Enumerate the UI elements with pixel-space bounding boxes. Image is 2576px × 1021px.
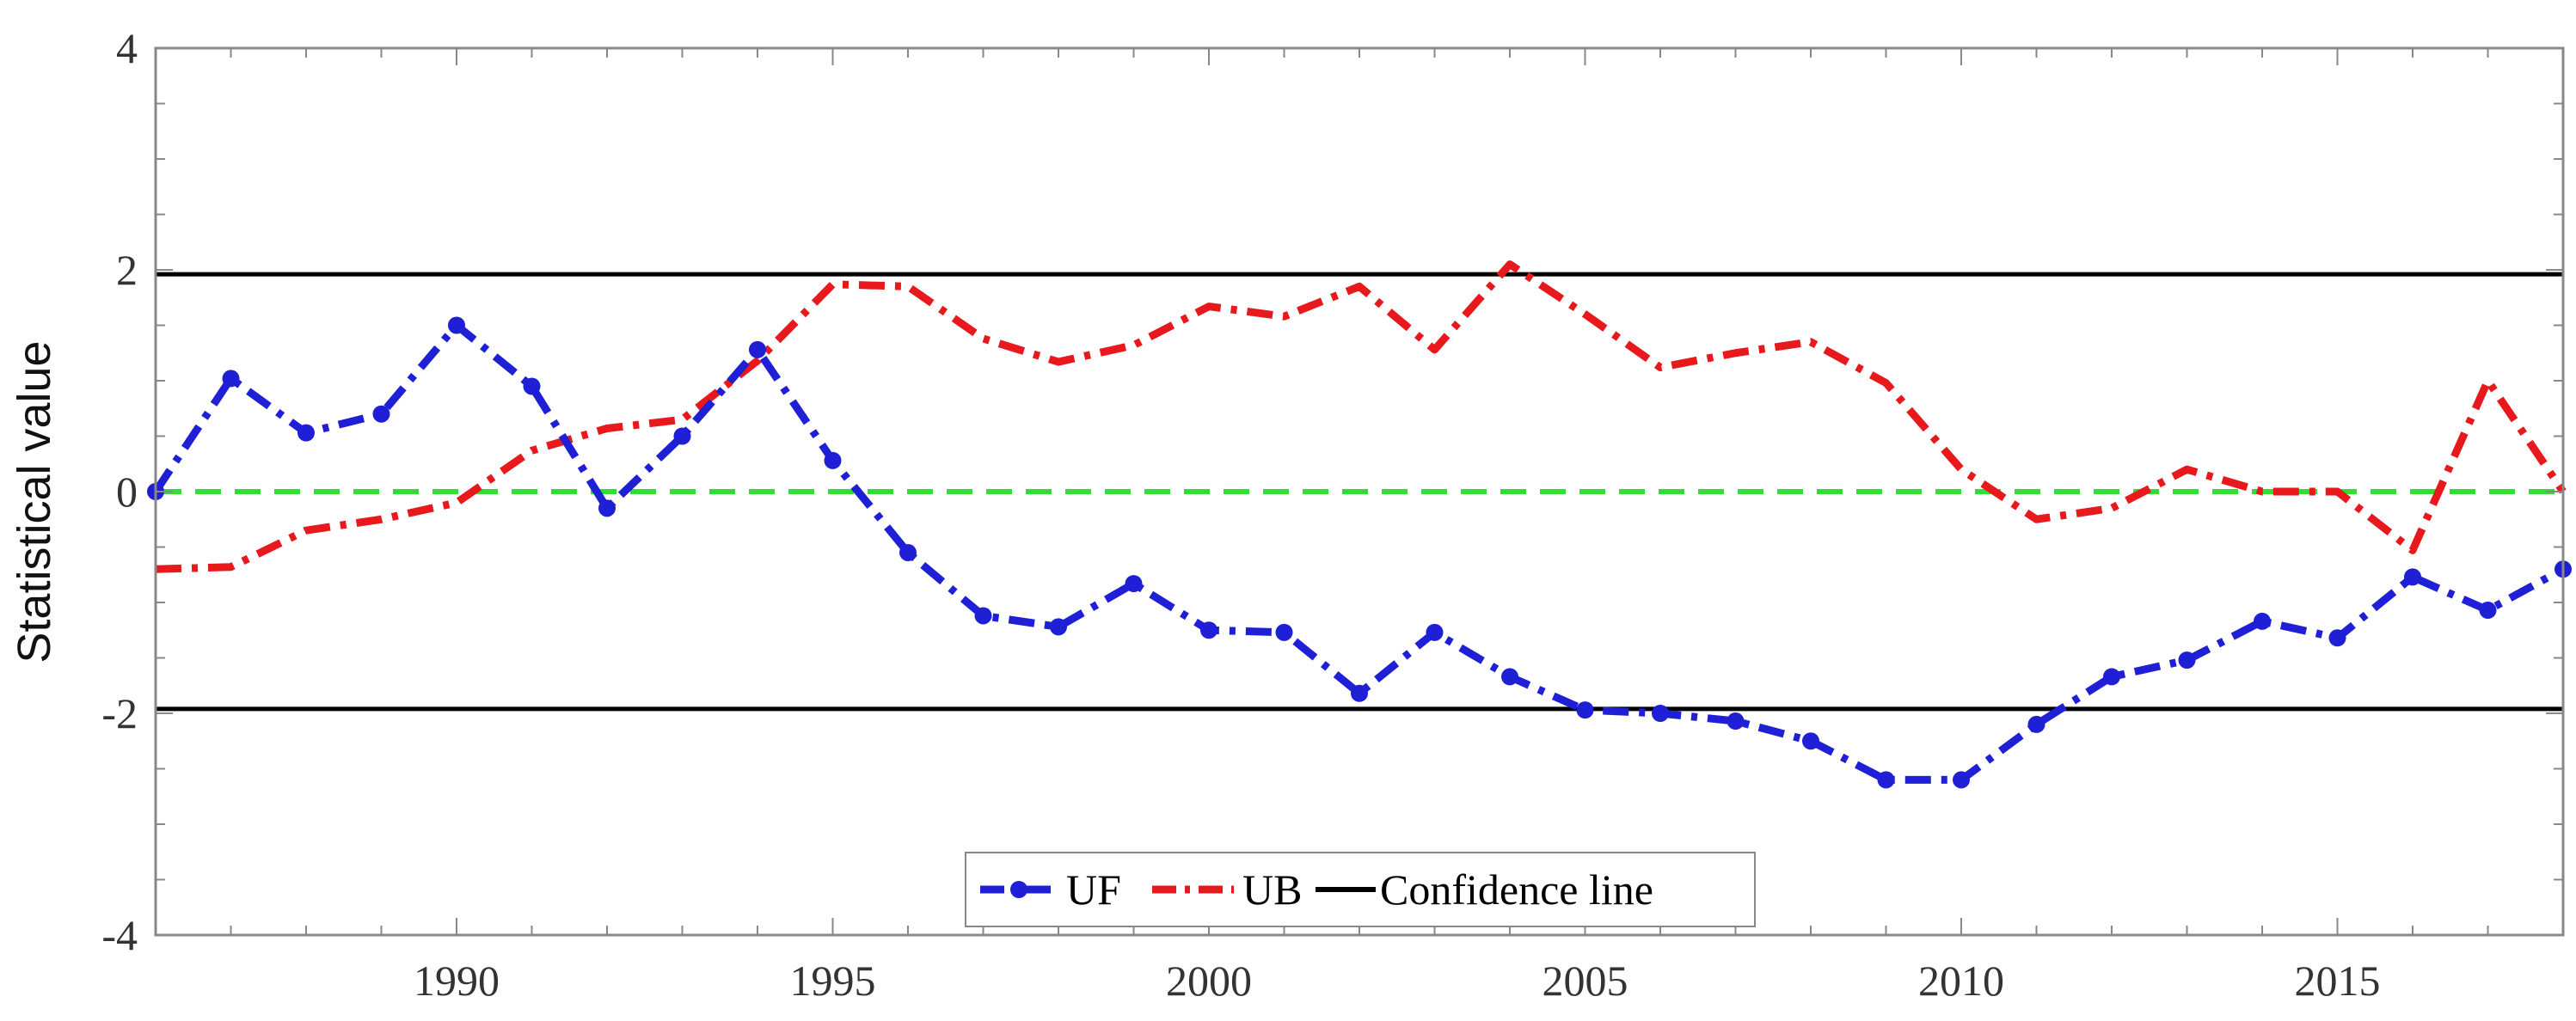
uf-point xyxy=(673,427,691,445)
uf-point xyxy=(1050,618,1067,636)
uf-point xyxy=(2103,668,2120,686)
uf-point xyxy=(523,377,541,395)
y-tick-label: 0 xyxy=(116,468,138,516)
uf-point xyxy=(1802,732,1819,750)
uf-point xyxy=(2178,651,2196,669)
uf-point xyxy=(448,316,465,334)
uf-point xyxy=(1877,771,1895,789)
uf-point xyxy=(749,340,766,358)
uf-point xyxy=(372,405,390,423)
uf-point xyxy=(1125,575,1143,593)
legend-marker-uf xyxy=(1010,881,1027,898)
uf-point xyxy=(222,370,240,388)
uf-point xyxy=(1351,684,1368,702)
y-tick-label: -4 xyxy=(101,911,138,959)
plot-frame xyxy=(154,46,2565,937)
uf-point xyxy=(1200,621,1217,639)
uf-point xyxy=(1275,623,1293,641)
legend: UF UB Confidence line xyxy=(965,852,1756,927)
uf-point xyxy=(2328,629,2346,647)
uf-point xyxy=(1426,623,1444,641)
y-tick-label: -2 xyxy=(101,689,138,737)
uf-point xyxy=(1501,668,1518,686)
x-tick-labels: 1990 1995 2000 2005 2010 2015 xyxy=(414,957,2381,1005)
uf-point xyxy=(2027,715,2045,733)
uf-point xyxy=(1576,701,1594,719)
uf-point xyxy=(2254,612,2271,630)
uf-point xyxy=(598,499,616,517)
uf-point xyxy=(824,451,842,469)
y-tick-label: 2 xyxy=(116,246,138,294)
x-tick-label: 2015 xyxy=(2295,957,2381,1005)
uf-point xyxy=(1727,712,1745,731)
uf-point xyxy=(297,424,315,442)
legend-label-uf: UF xyxy=(1066,865,1121,914)
y-tick-label: 4 xyxy=(116,24,138,72)
legend-label-ub: UB xyxy=(1242,865,1302,914)
reference-lines xyxy=(156,272,2563,712)
x-tick-label: 2000 xyxy=(1166,957,1252,1005)
x-tick-label: 1995 xyxy=(790,957,876,1005)
x-tick-label: 2010 xyxy=(1918,957,2004,1005)
x-tick-label: 2005 xyxy=(1543,957,1628,1005)
uf-point xyxy=(1953,771,1970,789)
series-lines xyxy=(147,260,2572,789)
series-line-ub xyxy=(155,260,2567,573)
uf-point xyxy=(2404,568,2421,586)
y-axis-label: Statistical value xyxy=(9,340,60,663)
uf-point xyxy=(1652,705,1669,722)
x-tick-label: 1990 xyxy=(414,957,500,1005)
uf-point xyxy=(974,607,992,625)
uf-point xyxy=(899,543,917,561)
legend-label-confidence: Confidence line xyxy=(1380,865,1653,914)
uf-point xyxy=(2479,602,2497,620)
series-line-uf xyxy=(152,321,2566,784)
y-tick-labels: 4 2 0 -2 -4 xyxy=(101,24,138,959)
